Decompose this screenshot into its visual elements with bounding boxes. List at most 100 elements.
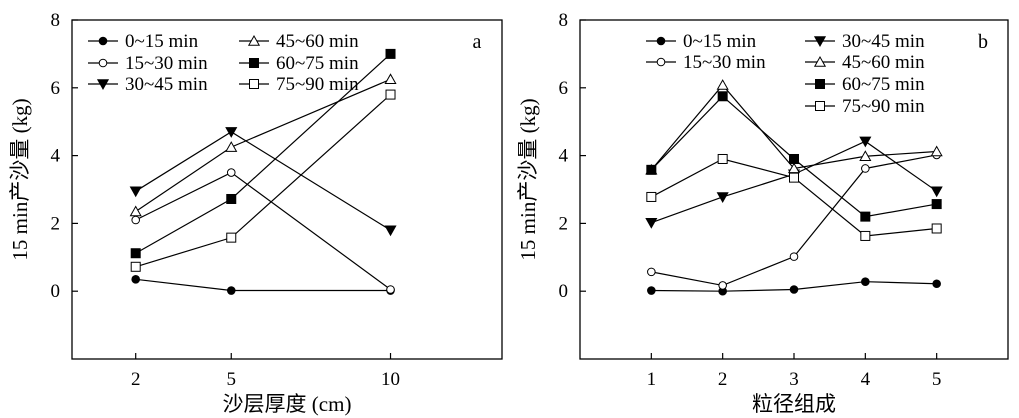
series-line (135, 78, 391, 213)
y-tick-label: 0 (559, 281, 569, 302)
y-tick-label: 6 (51, 78, 61, 99)
series-1 (647, 150, 941, 290)
legend-marker (249, 58, 259, 68)
x-tick-label: 4 (861, 369, 871, 390)
data-point (716, 79, 729, 90)
legend-label: 30~45 min (125, 74, 208, 95)
series-3 (129, 73, 397, 217)
x-tick-label: 2 (718, 369, 728, 390)
series-0 (647, 277, 941, 296)
legend-label: 60~75 min (276, 53, 359, 74)
legend: 0~15 min 45~60 min 15~30 min 60~75 min 30~45… (88, 31, 359, 95)
x-tick-label: 3 (789, 369, 799, 390)
y-tick-label: 8 (559, 10, 569, 31)
legend-item: 75~90 min (805, 96, 925, 117)
y-tick-label: 2 (559, 213, 569, 234)
legend-label: 45~60 min (276, 31, 359, 52)
y-tick-label: 6 (559, 78, 569, 99)
legend-item: 60~75 min (805, 74, 925, 95)
series-5 (130, 89, 396, 272)
data-point (226, 168, 236, 177)
legend-marker (656, 36, 666, 46)
data-point (789, 172, 799, 183)
x-tick-label: 5 (227, 369, 237, 390)
data-point (859, 136, 872, 148)
data-point (718, 281, 727, 290)
data-point (717, 153, 728, 164)
chart-panel-b: 0 2 4 6 8 1 2 3 4 5 粒径组成 15 min产沙量 (kg) b 0~15 min 30~… (516, 10, 1009, 416)
series-line (135, 131, 391, 231)
data-point (226, 286, 236, 295)
y-tick-label: 8 (51, 10, 61, 31)
series-line (135, 278, 391, 292)
series-1 (131, 168, 395, 294)
legend-marker (96, 79, 110, 91)
y-axis-title: 15 min产沙量 (kg) (8, 98, 32, 260)
legend-marker (813, 55, 827, 67)
x-tick-label: 1 (647, 369, 657, 390)
data-point (226, 193, 237, 204)
data-point (131, 275, 141, 284)
data-point (384, 225, 397, 237)
legend-label: 75~90 min (276, 74, 359, 95)
series-4 (646, 91, 942, 222)
y-tick-label: 2 (51, 213, 61, 234)
series-2 (129, 127, 397, 237)
y-tick-label: 4 (559, 146, 569, 167)
data-point (225, 127, 238, 138)
data-point (129, 205, 142, 217)
legend-item: 15~30 min (646, 52, 766, 73)
data-point (386, 285, 395, 294)
data-point (717, 91, 728, 102)
data-point (931, 199, 942, 210)
legend-item: 0~15 min (88, 31, 199, 52)
data-point (859, 150, 872, 161)
data-point (860, 211, 871, 222)
data-point (129, 186, 142, 198)
data-point (716, 192, 729, 203)
data-point (647, 267, 656, 277)
legend-marker (98, 36, 108, 46)
data-point (384, 73, 397, 85)
data-point (861, 164, 870, 173)
data-point (226, 232, 237, 243)
data-point (130, 261, 141, 272)
legend-label: 45~60 min (842, 52, 925, 73)
legend-label: 0~15 min (125, 31, 199, 52)
legend-marker (813, 36, 827, 48)
x-tick-label: 5 (932, 369, 942, 390)
data-point (385, 48, 396, 59)
data-point (789, 153, 799, 164)
legend-label: 60~75 min (842, 74, 925, 95)
legend-item: 15~30 min (88, 53, 208, 74)
legend-label: 15~30 min (125, 53, 208, 74)
legend-item: 60~75 min (239, 53, 359, 74)
legend: 0~15 min 30~45 min 15~30 min 45~60 min60~75… (646, 31, 925, 117)
legend-marker (815, 101, 825, 111)
chart-panel-a: 0 2 4 6 8 2 5 10 沙层厚度 (cm) 15 min产沙量 (kg) a 0~15 mi… (8, 10, 503, 416)
plot-frame (579, 19, 1009, 360)
panel-label: a (473, 31, 482, 53)
data-point (647, 286, 656, 295)
series-5 (646, 153, 942, 241)
data-point (131, 215, 141, 225)
legend-marker (247, 34, 261, 46)
legend-item: 30~45 min (88, 74, 208, 95)
x-tick-label: 10 (381, 369, 400, 390)
legend-item: 30~45 min (805, 31, 925, 52)
legend-marker (815, 79, 825, 89)
data-point (930, 145, 943, 157)
plot-frame (71, 19, 503, 360)
y-tick-label: 4 (51, 146, 61, 167)
series-line (135, 94, 391, 268)
data-point (931, 223, 942, 234)
legend-label: 75~90 min (842, 96, 925, 117)
data-point (932, 279, 941, 289)
data-point (930, 186, 943, 198)
x-axis-title: 沙层厚度 (cm) (223, 392, 352, 416)
legend-item: 0~15 min (646, 31, 757, 52)
y-axis-title: 15 min产沙量 (kg) (516, 98, 540, 260)
legend-marker (656, 57, 666, 67)
series-3 (645, 79, 943, 175)
